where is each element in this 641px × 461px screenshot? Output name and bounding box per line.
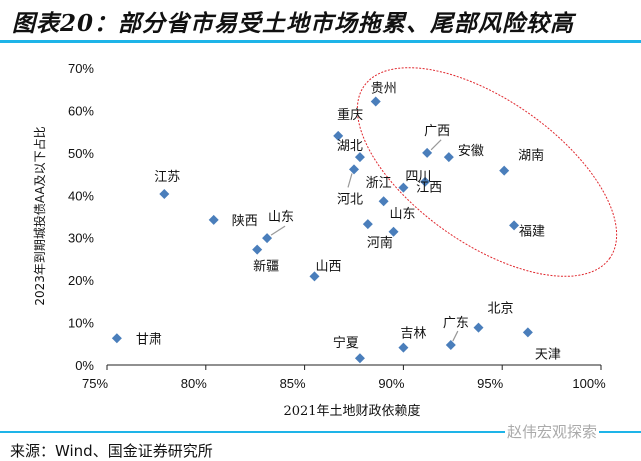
point-label: 天津 <box>535 347 561 362</box>
data-point <box>473 322 484 333</box>
data-point <box>522 327 533 338</box>
y-tick-label: 10% <box>68 316 94 331</box>
point-label: 广西 <box>424 124 450 139</box>
data-point <box>309 271 320 282</box>
point-label: 吉林 <box>400 327 426 342</box>
x-tick-label: 80% <box>181 376 207 391</box>
point-label: 江西 <box>416 181 442 196</box>
data-point <box>499 165 510 176</box>
point-label: 山东 <box>390 207 416 222</box>
data-point <box>370 96 381 107</box>
data-point <box>333 130 344 141</box>
y-tick-label: 40% <box>68 188 94 203</box>
y-tick-label: 20% <box>68 273 94 288</box>
data-point <box>443 152 454 163</box>
data-point <box>208 214 219 225</box>
data-point <box>509 220 520 231</box>
watermark: 赵伟宏观探索 <box>505 421 600 442</box>
point-label: 山西 <box>315 259 341 274</box>
x-tick-label: 90% <box>378 376 404 391</box>
point-label: 新疆 <box>253 259 279 275</box>
leader-line <box>347 173 353 188</box>
x-tick-label: 100% <box>572 376 606 391</box>
point-label: 河南 <box>367 235 393 251</box>
x-axis-label: 2021年土地财政依赖度 <box>283 403 420 419</box>
y-tick-label: 60% <box>68 103 94 118</box>
point-label: 山东 <box>268 210 294 225</box>
data-point <box>159 189 170 200</box>
data-point <box>262 233 273 244</box>
point-label: 甘肃 <box>136 332 162 347</box>
point-label: 江苏 <box>154 169 180 185</box>
point-label: 宁夏 <box>333 335 359 351</box>
data-point <box>111 333 122 344</box>
point-label: 四川 <box>405 170 431 185</box>
data-point <box>362 219 373 230</box>
data-point <box>398 182 409 193</box>
data-point <box>354 152 365 163</box>
point-label: 安徽 <box>458 144 484 159</box>
point-label: 浙江 <box>366 176 392 191</box>
highlight-ellipse <box>356 67 618 277</box>
title-divider <box>0 40 641 43</box>
data-point <box>422 147 433 158</box>
point-label: 福建 <box>519 224 545 239</box>
x-tick-label: 95% <box>477 376 503 391</box>
scatter-chart: 0% 10% 20% 30% 40% 50% 60% 70% 75% 80% 85% 90% 95% 1… <box>32 61 618 419</box>
data-point <box>349 164 359 175</box>
data-point <box>252 244 263 255</box>
leader-line <box>452 330 459 342</box>
point-label: 陕西 <box>232 214 258 229</box>
point-label: 湖南 <box>518 148 544 164</box>
y-axis-label: 2023年到期城投债AA及以下占比 <box>32 126 47 305</box>
point-label: 湖北 <box>337 139 363 154</box>
data-point <box>354 353 365 364</box>
figure-title: 图表20：部分省市易受土地市场拖累、尾部风险较高 <box>12 10 575 37</box>
data-point <box>398 342 409 353</box>
x-tick-label: 75% <box>82 376 108 391</box>
point-label: 河北 <box>337 192 363 207</box>
point-label: 重庆 <box>337 107 363 123</box>
x-tick-label: 85% <box>280 376 306 391</box>
leader-line <box>270 225 286 236</box>
y-tick-label: 30% <box>68 231 94 246</box>
point-label: 贵州 <box>371 82 397 97</box>
y-tick-label: 70% <box>68 61 94 76</box>
leader-line <box>430 139 442 151</box>
y-tick-label: 50% <box>68 146 94 161</box>
data-point <box>388 226 399 237</box>
footer-divider <box>0 431 641 433</box>
y-tick-label: 0% <box>75 358 94 373</box>
data-point <box>420 176 431 187</box>
data-point <box>378 196 389 207</box>
point-label: 北京 <box>487 302 513 317</box>
data-point <box>445 340 456 351</box>
point-label: 广东 <box>443 316 469 331</box>
source-note: 来源：Wind、国金证券研究所 <box>10 442 213 460</box>
